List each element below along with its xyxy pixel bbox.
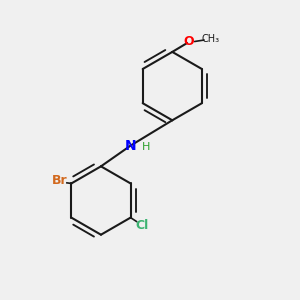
Text: N: N [125,139,136,152]
Text: H: H [142,142,150,152]
Text: Br: Br [52,174,67,187]
Text: CH₃: CH₃ [202,34,220,44]
Text: O: O [183,35,194,48]
Text: Cl: Cl [136,218,149,232]
